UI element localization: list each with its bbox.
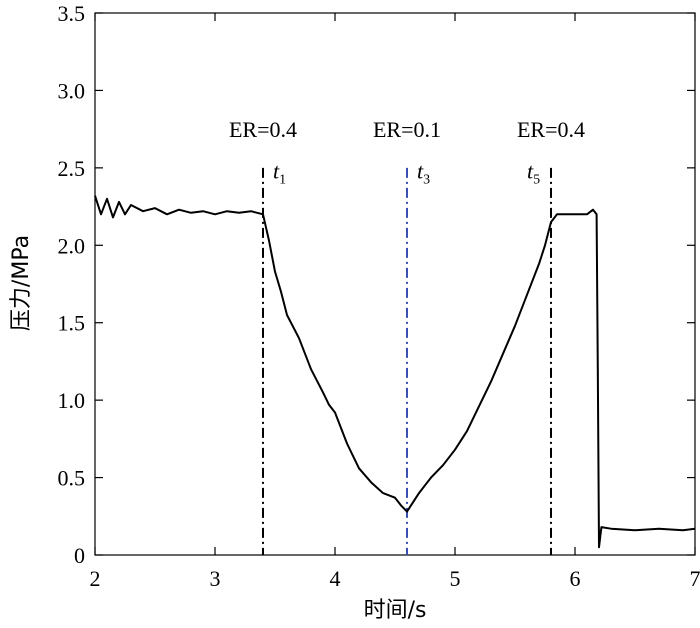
marker-er-label-3: ER=0.4	[517, 117, 585, 142]
marker-time-label-3: t5	[527, 159, 540, 188]
x-tick-label: 7	[690, 566, 700, 591]
y-tick-label: 0	[74, 543, 85, 568]
x-tick-label: 3	[210, 566, 221, 591]
marker-time-label-1: t1	[273, 159, 286, 188]
x-axis-title: 时间/s	[364, 598, 427, 623]
x-tick-label: 5	[450, 566, 461, 591]
y-axis-title: 压力/MPa	[9, 235, 34, 331]
series-line-1	[94, 195, 696, 549]
y-tick-label: 1.0	[58, 388, 86, 413]
series-layer	[94, 195, 696, 549]
marker-er-label-1: ER=0.4	[229, 117, 297, 142]
event-markers: ER=0.4 t1 ER=0.1 t3 ER=0.4 t5	[229, 117, 585, 555]
x-tick-label: 2	[90, 566, 101, 591]
y-tick-label: 2.0	[58, 233, 86, 258]
tick-labels: 2 3 4 5 6 7 0 0.5 1.0 1.5 2.0 2.5 3.0 3.5	[58, 1, 700, 591]
y-tick-label: 0.5	[58, 466, 86, 491]
y-tick-label: 3.5	[58, 1, 86, 26]
y-tick-label: 1.5	[58, 311, 86, 336]
y-tick-label: 3.0	[58, 78, 86, 103]
x-tick-label: 4	[330, 566, 341, 591]
plot-frame	[94, 12, 696, 556]
y-tick-label: 2.5	[58, 156, 86, 181]
x-tick-label: 6	[570, 566, 581, 591]
marker-er-label-2: ER=0.1	[373, 117, 441, 142]
marker-time-label-2: t3	[417, 159, 430, 188]
axes	[94, 12, 696, 556]
